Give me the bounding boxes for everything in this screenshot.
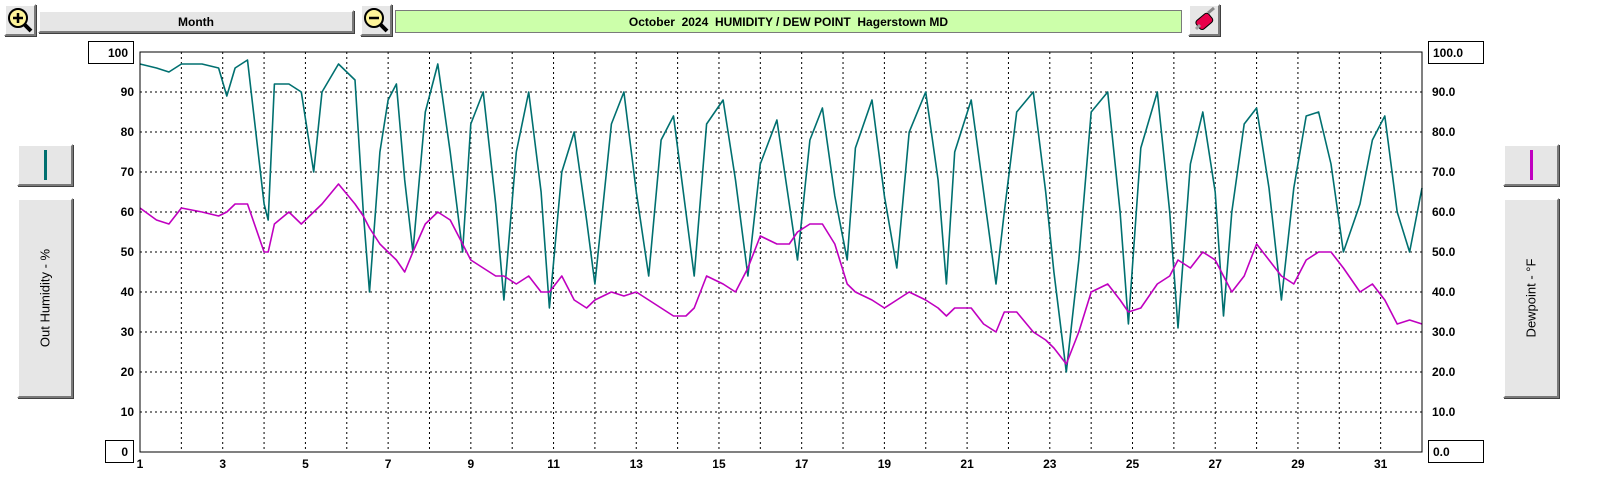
left-y-tick-label: 60 <box>121 205 135 219</box>
left-axis-selector-button[interactable]: Out Humidity - % <box>17 198 73 398</box>
dewpoint-series-line <box>139 183 1423 365</box>
paint-brush-icon <box>1194 7 1215 31</box>
left-axis-min-input[interactable]: 0 <box>105 440 134 463</box>
left-axis-max-input[interactable]: 100 <box>88 41 134 64</box>
zoom-out-icon <box>364 8 389 33</box>
dewpoint-series-color-button[interactable] <box>1503 144 1559 186</box>
zoom-in-button[interactable] <box>4 4 36 36</box>
x-tick-label: 23 <box>1043 457 1057 471</box>
plot-area-frame <box>139 51 1423 453</box>
chart-grid <box>140 52 1422 452</box>
chart-series <box>139 59 1423 373</box>
x-tick-label: 7 <box>385 457 392 471</box>
left-y-tick-label: 30 <box>121 325 135 339</box>
x-tick-label: 29 <box>1291 457 1305 471</box>
x-tick-label: 15 <box>712 457 726 471</box>
right-y-tick-label: 10.0 <box>1432 405 1456 419</box>
x-tick-label: 3 <box>219 457 226 471</box>
x-tick-label: 27 <box>1209 457 1223 471</box>
left-y-tick-label: 20 <box>121 365 135 379</box>
right-y-tick-label: 90.0 <box>1432 85 1456 99</box>
x-tick-label: 1 <box>137 457 144 471</box>
dewpoint-color-swatch <box>1529 150 1533 180</box>
right-axis-selector-button[interactable]: Dewpoint - °F <box>1503 198 1559 398</box>
left-y-tick-label: 10 <box>121 405 135 419</box>
humidity-series-line <box>139 59 1423 373</box>
right-y-tick-label: 30.0 <box>1432 325 1456 339</box>
humidity-series-color-button[interactable] <box>17 144 73 186</box>
right-axis-min-value: 0.0 <box>1433 444 1450 459</box>
right-y-tick-label: 50.0 <box>1432 245 1456 259</box>
x-tick-label: 25 <box>1126 457 1140 471</box>
x-tick-label: 31 <box>1374 457 1388 471</box>
left-y-tick-label: 70 <box>121 165 135 179</box>
right-axis-max-value: 100.0 <box>1433 45 1464 60</box>
right-axis-min-input[interactable]: 0.0 <box>1428 440 1484 463</box>
humidity-color-swatch <box>43 150 47 180</box>
x-tick-label: 9 <box>467 457 474 471</box>
x-tick-label: 21 <box>960 457 974 471</box>
right-y-tick-label: 80.0 <box>1432 125 1456 139</box>
right-axis-max-input[interactable]: 100.0 <box>1428 41 1484 64</box>
period-label: Month <box>178 14 214 29</box>
x-tick-label: 11 <box>547 457 560 471</box>
right-y-tick-label: 60.0 <box>1432 205 1456 219</box>
left-axis-min-value: 0 <box>121 444 128 459</box>
zoom-in-icon <box>8 8 33 33</box>
right-y-tick-label: 20.0 <box>1432 365 1456 379</box>
right-y-tick-label: 40.0 <box>1432 285 1456 299</box>
left-y-tick-label: 90 <box>121 85 135 99</box>
x-tick-label: 13 <box>630 457 644 471</box>
period-selector-button[interactable]: Month <box>38 10 354 33</box>
x-tick-label: 5 <box>302 457 309 471</box>
x-tick-label: 17 <box>795 457 809 471</box>
chart-ticks: 1 3 5 7 9 11 13 15 17 19 21 23 25 27 29 311020304050607… <box>121 85 1456 471</box>
x-tick-label: 19 <box>878 457 892 471</box>
left-y-tick-label: 40 <box>121 285 135 299</box>
chart-title-text: October 2024 HUMIDITY / DEW POINT Hagers… <box>628 14 949 29</box>
left-y-tick-label: 80 <box>121 125 135 139</box>
chart-color-settings-button[interactable] <box>1188 4 1220 36</box>
chart-title: October 2024 HUMIDITY / DEW POINT Hagers… <box>395 10 1182 33</box>
left-axis-max-value: 100 <box>107 45 128 60</box>
right-y-tick-label: 70.0 <box>1432 165 1456 179</box>
zoom-out-button[interactable] <box>360 4 392 36</box>
left-y-tick-label: 50 <box>121 245 135 259</box>
